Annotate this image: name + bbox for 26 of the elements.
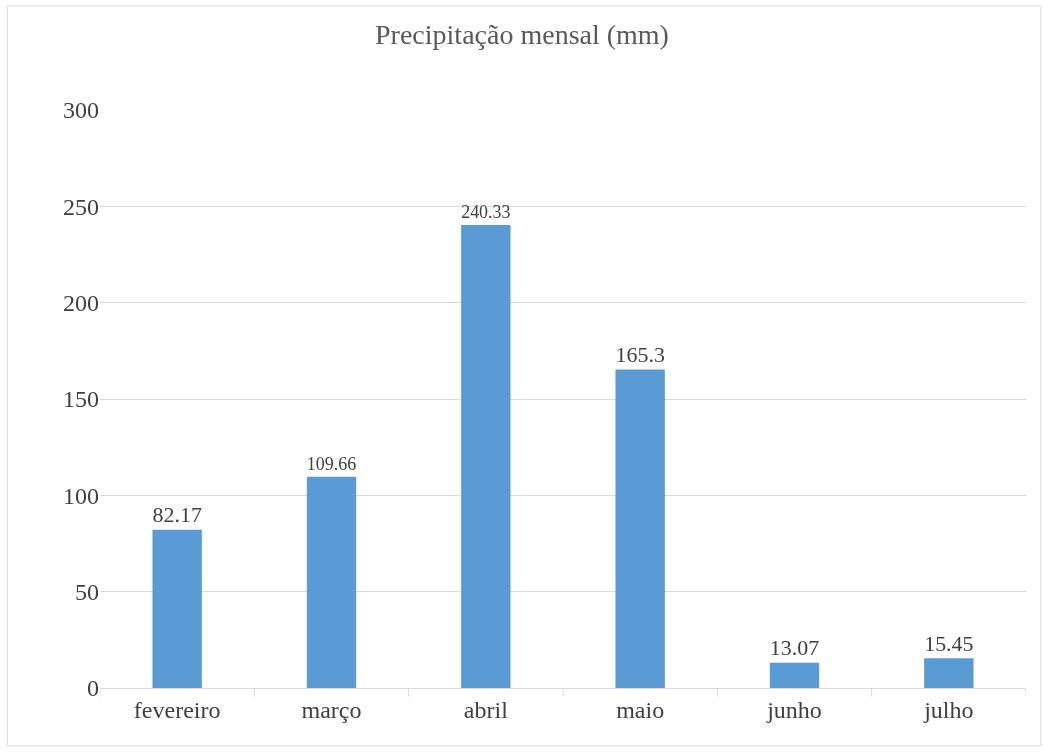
x-tick-label: março xyxy=(301,696,362,723)
data-label: 13.07 xyxy=(769,635,820,661)
y-tick-label: 50 xyxy=(75,579,99,606)
bar xyxy=(769,662,820,688)
bar xyxy=(461,224,511,688)
y-tick-label: 100 xyxy=(63,482,99,509)
data-label: 109.66 xyxy=(306,453,357,474)
y-tick-label: 0 xyxy=(87,675,99,702)
x-tick-label: fevereiro xyxy=(133,696,221,723)
x-tick-label: abril xyxy=(463,696,509,723)
bar xyxy=(306,476,357,688)
x-tick-label: maio xyxy=(616,696,665,723)
bar xyxy=(615,369,665,688)
chart-title: Precipitação mensal (mm) xyxy=(375,18,669,50)
data-label: 82.17 xyxy=(152,502,202,528)
data-label: 240.33 xyxy=(461,202,511,223)
y-tick-label: 150 xyxy=(63,386,99,413)
data-label: 165.3 xyxy=(615,341,665,367)
y-tick-label: 250 xyxy=(63,193,99,220)
bar xyxy=(924,658,974,688)
y-tick-label: 300 xyxy=(63,97,99,124)
x-tick-label: junho xyxy=(766,696,822,723)
data-label: 15.45 xyxy=(924,630,974,656)
x-tick-label: julho xyxy=(923,696,974,723)
bar xyxy=(152,529,202,688)
y-tick-label: 200 xyxy=(63,290,99,317)
